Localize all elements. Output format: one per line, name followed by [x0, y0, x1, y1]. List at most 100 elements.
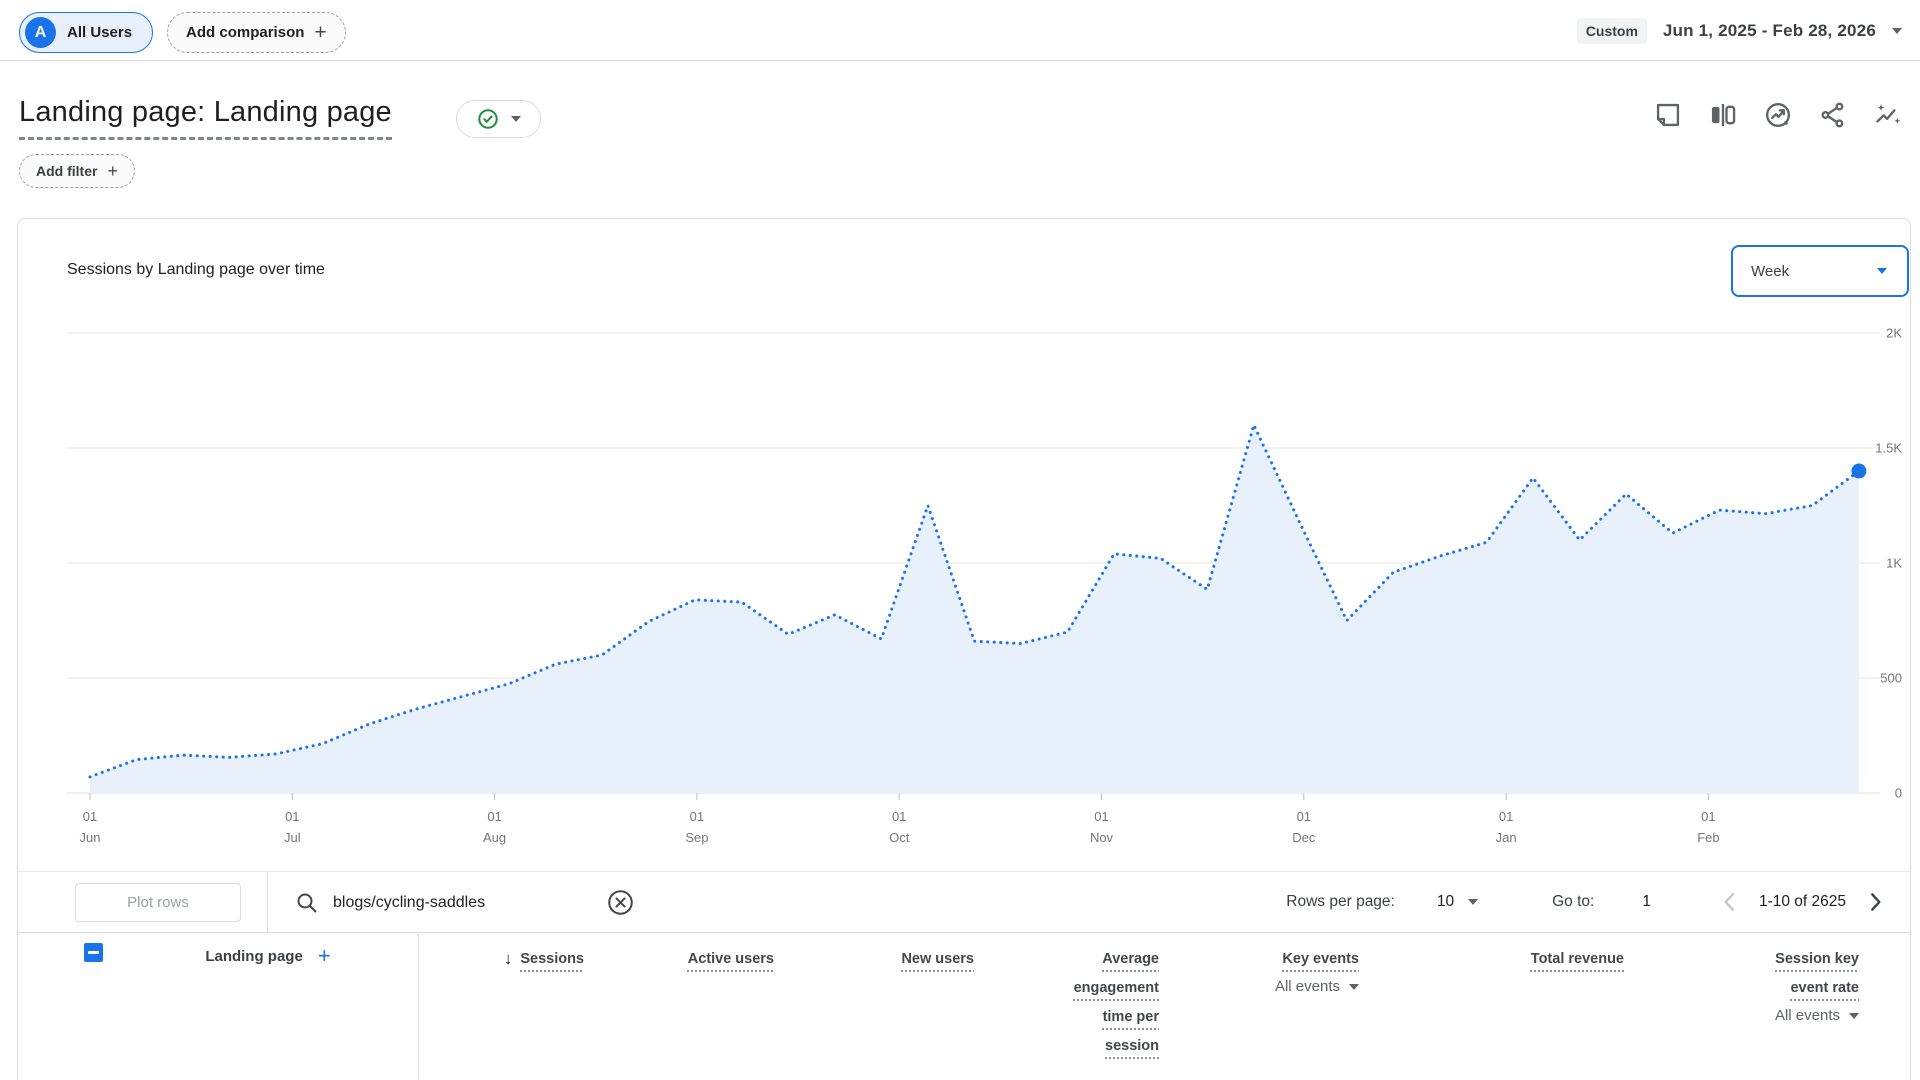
table-header-row: Landing page + ↓ Sessions Active users New … — [18, 934, 1910, 1080]
plus-icon: + — [314, 21, 327, 44]
sessions-dotted-line — [88, 420, 1861, 779]
report-actions — [1654, 101, 1902, 129]
axis-tick-label: 1K — [1886, 556, 1902, 571]
axis-tick-label: 500 — [1880, 671, 1902, 686]
granularity-select[interactable]: Week — [1731, 245, 1909, 297]
column-label: Average engagement time per session — [1073, 951, 1159, 1054]
segment-a-avatar: A — [25, 17, 56, 48]
sort-descending-icon: ↓ — [503, 949, 513, 968]
axis-tick-label: 01 — [285, 809, 299, 824]
chevron-down-icon — [1877, 268, 1887, 274]
chevron-down-icon — [1892, 28, 1902, 34]
axis-tick-label: 01 — [690, 809, 704, 824]
date-range-picker[interactable]: Custom Jun 1, 2025 - Feb 28, 2026 — [1576, 18, 1902, 44]
chevron-down-icon — [1849, 1012, 1859, 1019]
sessions-area-fill — [90, 425, 1859, 793]
column-header-new-users[interactable]: New users — [788, 945, 988, 1061]
column-header-active-users[interactable]: Active users — [598, 945, 788, 1061]
divider — [418, 934, 419, 1080]
select-all-checkbox[interactable] — [84, 943, 103, 962]
axis-tick-label: 01 — [487, 809, 501, 824]
sessions-over-time-chart[interactable]: 0 500 1K 1.5K 2K 01 Jun 01 Jul 01 Aug 01 Sep 01 Oct 01 N… — [18, 321, 1912, 851]
column-label: Landing page — [205, 947, 303, 965]
chevron-down-icon[interactable] — [1468, 899, 1479, 905]
column-header-total-revenue[interactable]: Total revenue — [1373, 945, 1638, 1061]
granularity-value: Week — [1751, 262, 1790, 280]
indeterminate-mark-icon — [88, 951, 99, 954]
rows-per-page-value[interactable]: 10 — [1436, 893, 1455, 910]
column-header-key-events[interactable]: Key events All events — [1173, 945, 1373, 1061]
previous-page-icon[interactable] — [1717, 889, 1743, 915]
clear-search-icon[interactable] — [607, 889, 634, 916]
add-comparison-label: Add comparison — [186, 24, 305, 41]
divider — [0, 60, 1920, 61]
column-label: Key events — [1282, 951, 1359, 967]
green-check-icon — [477, 109, 498, 129]
share-icon[interactable] — [1819, 101, 1847, 129]
column-label: Sessions — [520, 951, 584, 967]
page-title[interactable]: Landing page: Landing page — [19, 96, 392, 140]
events-filter-dropdown[interactable]: All events — [1775, 1007, 1859, 1024]
go-to-label: Go to: — [1552, 893, 1595, 910]
next-page-icon[interactable] — [1862, 889, 1888, 915]
axis-tick-label: Jul — [284, 830, 301, 845]
rows-per-page-label: Rows per page: — [1286, 893, 1395, 910]
axis-tick-label: 01 — [1499, 809, 1513, 824]
chevron-down-icon — [1349, 983, 1359, 990]
date-range-badge: Custom — [1576, 18, 1647, 44]
axis-tick-label: Nov — [1090, 830, 1114, 845]
axis-tick-label: Feb — [1697, 830, 1719, 845]
go-to-value[interactable]: 1 — [1642, 893, 1651, 910]
axis-tick-label: 01 — [892, 809, 906, 824]
ab-comparison-icon[interactable] — [1709, 101, 1737, 129]
axis-tick-label: 01 — [1701, 809, 1715, 824]
axis-tick-label: 2K — [1886, 326, 1902, 341]
axis-tick-label: Jun — [80, 830, 101, 845]
axis-tick-label: 01 — [83, 809, 97, 824]
column-header-average-engagement-time-per-session[interactable]: Average engagement time per session — [988, 945, 1173, 1061]
axis-tick-label: 01 — [1297, 809, 1311, 824]
metric-column-headers: ↓ Sessions Active users New users Average en… — [418, 945, 1873, 1061]
pagination-range: 1-10 of 2625 — [1758, 893, 1846, 910]
insights-sparkline-icon[interactable] — [1874, 101, 1902, 129]
add-dimension-icon[interactable]: + — [317, 943, 331, 968]
axis-tick-label: 1.5K — [1875, 441, 1902, 456]
note-icon[interactable] — [1654, 101, 1682, 129]
axis-tick-label: 0 — [1895, 786, 1902, 801]
insights-icon[interactable] — [1764, 101, 1792, 129]
column-label: Session key event rate — [1775, 951, 1859, 996]
plus-icon: + — [107, 161, 118, 181]
all-users-label: All Users — [67, 24, 133, 41]
add-filter-button[interactable]: Add filter + — [19, 154, 135, 188]
chevron-down-icon — [510, 116, 521, 122]
axis-tick-label: Jan — [1496, 830, 1517, 845]
chart-title: Sessions by Landing page over time — [67, 261, 325, 278]
search-icon — [297, 893, 317, 913]
column-header-landing-page[interactable]: Landing page + — [118, 945, 418, 967]
divider — [267, 872, 268, 932]
column-label: Active users — [687, 951, 774, 967]
events-filter-dropdown[interactable]: All events — [1275, 978, 1359, 995]
axis-tick-label: Aug — [483, 830, 506, 845]
plot-rows-button[interactable]: Plot rows — [75, 883, 241, 922]
add-comparison-button[interactable]: Add comparison + — [167, 12, 346, 53]
add-filter-label: Add filter — [36, 163, 98, 179]
all-users-chip[interactable]: A All Users — [19, 12, 154, 53]
column-header-session-key-event-rate[interactable]: Session key event rate All events — [1638, 945, 1873, 1061]
pagination-controls: Rows per page: 10 Go to: 1 1-10 of 2625 — [1286, 872, 1888, 932]
column-header-sessions[interactable]: ↓ Sessions — [418, 945, 598, 1061]
sessions-report-card: Sessions by Landing page over time Week … — [17, 218, 1911, 1080]
table-toolbar: Plot rows Rows per page: 10 Go to: 1 — [18, 871, 1910, 933]
axis-tick-label: Sep — [685, 830, 708, 845]
events-filter-label: All events — [1774, 1007, 1840, 1024]
column-label: Total revenue — [1530, 951, 1624, 967]
date-range-text: Jun 1, 2025 - Feb 28, 2026 — [1662, 21, 1876, 40]
comparison-bar: A All Users Add comparison + — [19, 12, 346, 53]
table-search-input[interactable] — [333, 886, 588, 920]
events-filter-label: All events — [1274, 978, 1340, 995]
column-label: New users — [901, 951, 974, 967]
current-point-marker[interactable] — [1851, 463, 1867, 479]
axis-tick-label: 01 — [1094, 809, 1108, 824]
data-quality-indicator[interactable] — [456, 100, 541, 138]
